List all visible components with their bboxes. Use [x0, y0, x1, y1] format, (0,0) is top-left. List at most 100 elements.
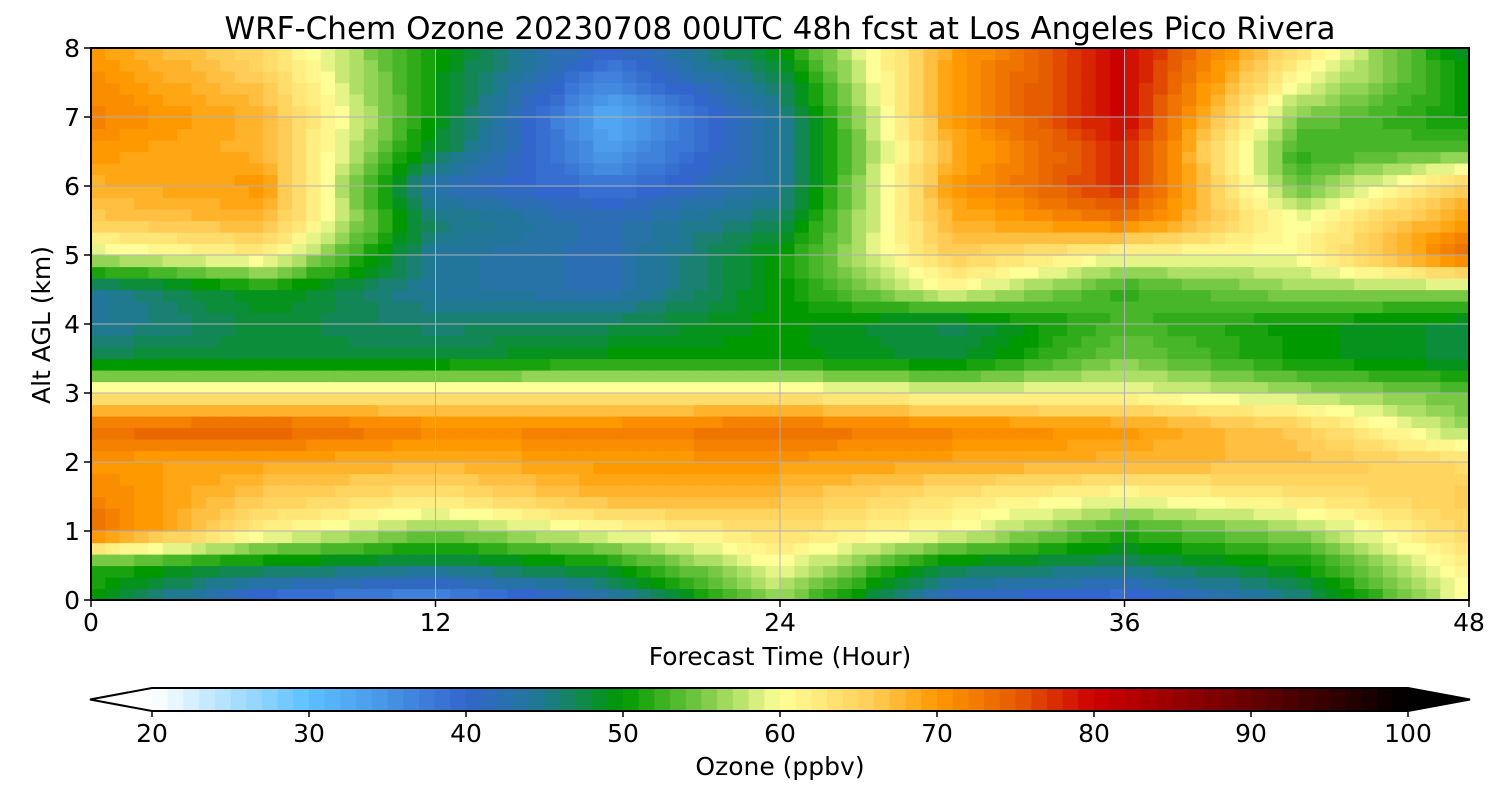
- contour-cell: [1153, 427, 1169, 440]
- contour-cell: [1067, 94, 1083, 107]
- colorbar-swatch: [905, 688, 922, 711]
- contour-cell: [177, 577, 193, 590]
- contour-cell: [1038, 347, 1054, 360]
- contour-cell: [335, 232, 350, 245]
- contour-cell: [736, 565, 752, 578]
- contour-cell: [1038, 71, 1054, 84]
- contour-cell: [808, 335, 824, 348]
- contour-cell: [722, 531, 738, 544]
- contour-cell: [693, 404, 709, 417]
- contour-cell: [521, 117, 537, 130]
- contour-cell: [406, 439, 422, 452]
- contour-cell: [1124, 508, 1140, 521]
- contour-cell: [492, 151, 508, 164]
- contour-cell: [1052, 496, 1068, 509]
- contour-cell: [449, 255, 465, 268]
- contour-cell: [306, 393, 322, 406]
- contour-cell: [550, 174, 566, 187]
- contour-cell: [406, 485, 422, 498]
- contour-cell: [1224, 450, 1240, 463]
- contour-cell: [1009, 542, 1025, 555]
- colorbar-swatch: [387, 688, 404, 711]
- contour-cell: [1210, 163, 1226, 176]
- contour-cell: [291, 588, 307, 601]
- contour-cell: [1110, 255, 1126, 268]
- contour-cell: [808, 508, 824, 521]
- colorbar-swatch: [1235, 688, 1252, 711]
- contour-cell: [406, 335, 422, 348]
- contour-cell: [521, 404, 537, 417]
- contour-cell: [335, 554, 350, 567]
- contour-cell: [1296, 94, 1312, 107]
- contour-cell: [765, 255, 781, 268]
- contour-cell: [205, 554, 221, 567]
- contour-cell: [937, 381, 953, 394]
- contour-cell: [980, 335, 996, 348]
- contour-cell: [1196, 174, 1212, 187]
- contour-cell: [392, 255, 408, 268]
- contour-cell: [1454, 174, 1470, 187]
- contour-cell: [148, 312, 164, 325]
- contour-cell: [277, 508, 293, 521]
- contour-cell: [894, 324, 910, 337]
- contour-cell: [449, 301, 465, 314]
- contour-cell: [277, 174, 293, 187]
- contour-cell: [564, 255, 580, 268]
- contour-cell: [751, 531, 767, 544]
- contour-cell: [492, 128, 508, 141]
- contour-cell: [363, 186, 379, 199]
- contour-cell: [1253, 577, 1269, 590]
- contour-cell: [1239, 48, 1255, 61]
- contour-cell: [1138, 243, 1154, 256]
- contour-cell: [880, 243, 896, 256]
- contour-cell: [248, 94, 264, 107]
- contour-cell: [794, 462, 810, 475]
- contour-cell: [191, 174, 207, 187]
- contour-cell: [277, 117, 293, 130]
- contour-cell: [421, 335, 437, 348]
- contour-cell: [607, 485, 623, 498]
- contour-cell: [507, 82, 523, 95]
- contour-cell: [808, 117, 824, 130]
- contour-cell: [952, 197, 968, 210]
- contour-cell: [550, 266, 566, 279]
- contour-cell: [937, 416, 953, 429]
- contour-cell: [205, 174, 221, 187]
- contour-cell: [1153, 186, 1169, 199]
- colorbar-tick-label: 40: [450, 719, 482, 748]
- contour-cell: [1368, 381, 1384, 394]
- contour-cell: [1296, 450, 1312, 463]
- contour-cell: [607, 439, 623, 452]
- contour-cell: [177, 531, 193, 544]
- contour-cell: [708, 473, 724, 486]
- contour-cell: [780, 358, 795, 371]
- contour-cell: [91, 151, 106, 164]
- contour-cell: [91, 255, 106, 268]
- contour-cell: [851, 381, 867, 394]
- contour-cell: [1052, 588, 1068, 601]
- contour-cell: [205, 381, 221, 394]
- colorbar-swatch: [795, 688, 812, 711]
- contour-cell: [550, 48, 566, 61]
- contour-cell: [1110, 508, 1126, 521]
- contour-cell: [1339, 588, 1355, 601]
- contour-cell: [966, 312, 982, 325]
- contour-cell: [378, 381, 394, 394]
- contour-cell: [492, 243, 508, 256]
- contour-cell: [1009, 531, 1025, 544]
- contour-cell: [464, 232, 480, 245]
- contour-cell: [780, 312, 795, 325]
- contour-cell: [894, 117, 910, 130]
- contour-cell: [177, 439, 193, 452]
- contour-cell: [693, 335, 709, 348]
- contour-cell: [1024, 174, 1039, 187]
- contour-cell: [1282, 59, 1298, 72]
- contour-cell: [909, 347, 925, 360]
- contour-cell: [1382, 48, 1398, 61]
- contour-cell: [1081, 255, 1097, 268]
- contour-cell: [665, 266, 681, 279]
- contour-cell: [665, 335, 681, 348]
- contour-cell: [449, 278, 465, 291]
- contour-cell: [162, 289, 178, 302]
- contour-cell: [535, 347, 551, 360]
